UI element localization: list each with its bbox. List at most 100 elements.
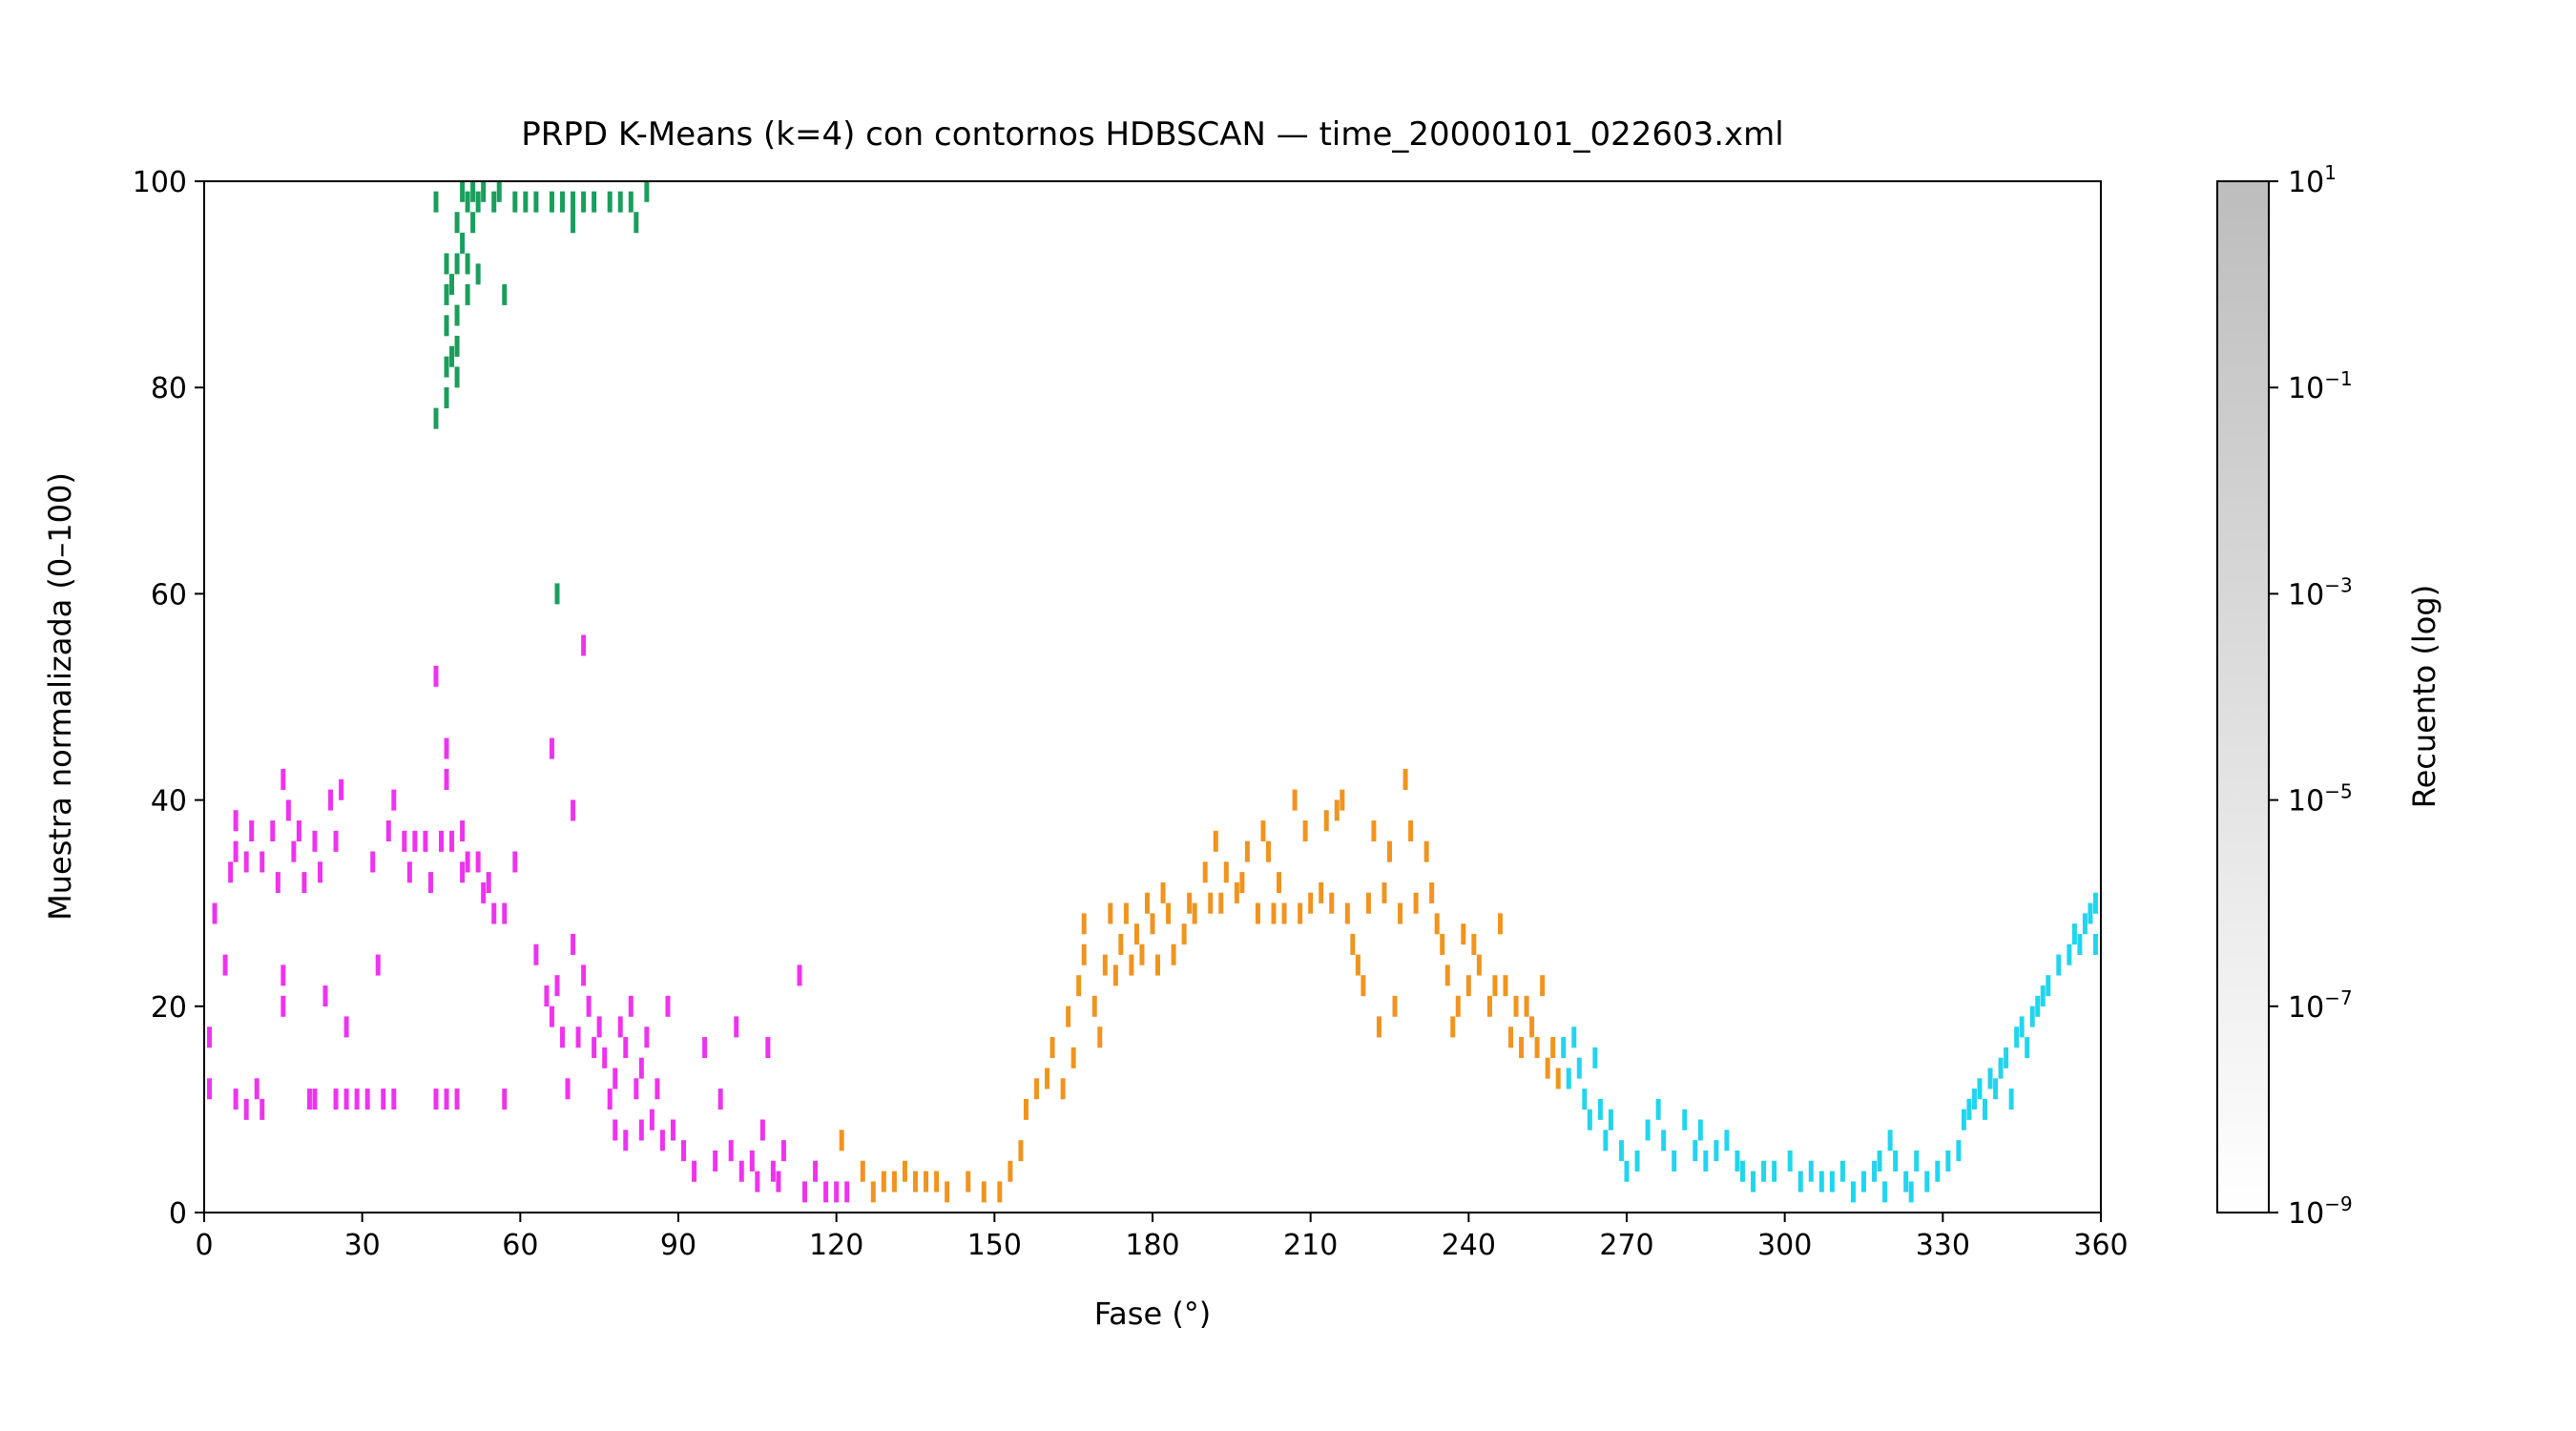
cluster-2-point [607,1089,613,1110]
cluster-3-point [1450,1016,1456,1038]
cluster-2-point [222,954,228,976]
cluster-2-point [465,851,470,873]
cluster-3-point [1344,902,1350,924]
cluster-2-point [280,768,286,790]
cluster-2-point [486,872,491,894]
cluster-2-point [581,964,587,986]
cluster-2-point [381,1089,386,1110]
cluster-2-point [554,975,560,997]
cluster-3-point [1461,923,1466,945]
cluster-1-point [444,283,449,305]
y-tick-label: 100 [133,166,187,199]
cluster-4-point [1724,1130,1730,1151]
cluster-1-point [644,180,650,202]
cluster-4-point [1618,1140,1624,1162]
cluster-4-point [1787,1150,1793,1172]
cluster-4-point [1566,1068,1571,1089]
cluster-4-point [1587,1109,1592,1130]
cluster-3-point [1398,902,1403,924]
cluster-2-point [813,1160,819,1182]
cluster-2-point [444,768,449,790]
chart-title: PRPD K-Means (k=4) con contornos HDBSCAN… [521,115,1783,154]
cluster-4-point [2019,1016,2025,1038]
cluster-4-point [1887,1130,1893,1151]
cluster-1-point [549,191,554,213]
cluster-2-point [233,840,239,862]
cluster-2-point [423,830,428,852]
cluster-3-point [1350,933,1356,955]
cluster-2-point [228,861,234,883]
cluster-1-point [449,274,455,296]
cluster-3-point [924,1171,929,1192]
cluster-2-point [592,1037,597,1059]
cluster-4-point [1751,1171,1756,1192]
cluster-2-point [391,789,397,811]
cluster-2-point [243,851,249,873]
cluster-3-point [1244,840,1250,862]
cluster-2-point [291,840,297,862]
cluster-2-point [449,830,455,852]
cluster-2-point [339,778,344,800]
cluster-2-point [734,1016,739,1038]
cluster-2-point [502,902,508,924]
cluster-2-point [502,1089,508,1110]
cluster-2-point [406,861,412,883]
cluster-4-point [1966,1098,1972,1120]
cluster-4-point [1714,1140,1719,1162]
cluster-3-point [1471,933,1477,955]
cluster-3-point [1091,995,1097,1017]
cluster-3-point [1239,872,1245,894]
x-axis-label: Fase (°) [1094,1296,1212,1332]
cluster-4-point [2014,1027,2020,1048]
cluster-4-point [1582,1089,1588,1110]
cluster-4-point [1998,1057,2004,1079]
cluster-4-point [2004,1047,2009,1068]
cluster-3-point [1387,840,1392,862]
cluster-3-point [839,1130,844,1151]
cluster-3-point [1334,799,1340,821]
cluster-3-point [1102,954,1108,976]
cluster-2-point [385,820,391,842]
cluster-3-point [1429,881,1435,903]
y-axis: 0 20 40 60 80 100 [133,166,204,1231]
cluster-3-point [1524,995,1529,1017]
cluster-3-point [1108,902,1113,924]
cluster-4-point [1983,1098,1988,1120]
cluster-2-point [765,1037,771,1059]
cluster-2-point [571,799,576,821]
cluster-2-point [454,1089,460,1110]
cluster-4-point [1977,1078,1983,1100]
x-tick-label: 90 [660,1229,696,1262]
cluster-2-point [481,881,487,903]
cluster-2-point [613,1119,618,1141]
cluster-2-point [759,1119,765,1141]
cluster-3-point [870,1181,876,1203]
cluster-3-point [1319,881,1324,903]
cluster-4-point [1735,1150,1740,1172]
cluster-3-point [1292,789,1298,811]
cluster-4-point [1597,1098,1603,1120]
cluster-3-point [891,1171,897,1192]
cluster-4-point [2077,933,2083,955]
cluster-4-point [1761,1160,1767,1182]
cluster-1-point [571,212,576,234]
cluster-2-point [260,851,265,873]
cluster-3-point [966,1171,971,1192]
cluster-3-point [1202,861,1208,883]
cluster-2-point [460,861,466,883]
cluster-2-point [755,1171,760,1192]
cluster-2-point [844,1181,850,1203]
cluster-1-point [444,315,449,337]
cluster-4-point [2092,933,2098,955]
cluster-4-point [1624,1160,1630,1182]
cluster-1-point [617,191,623,213]
cluster-4-point [1935,1160,1941,1182]
cluster-1-point [475,191,481,213]
cluster-2-point [370,851,376,873]
x-tick-label: 180 [1125,1229,1179,1262]
cluster-1-point [560,191,566,213]
cluster-2-point [776,1171,781,1192]
cluster-3-point [1550,1037,1556,1059]
cluster-2-point [275,872,280,894]
cluster-3-point [1097,1027,1103,1048]
